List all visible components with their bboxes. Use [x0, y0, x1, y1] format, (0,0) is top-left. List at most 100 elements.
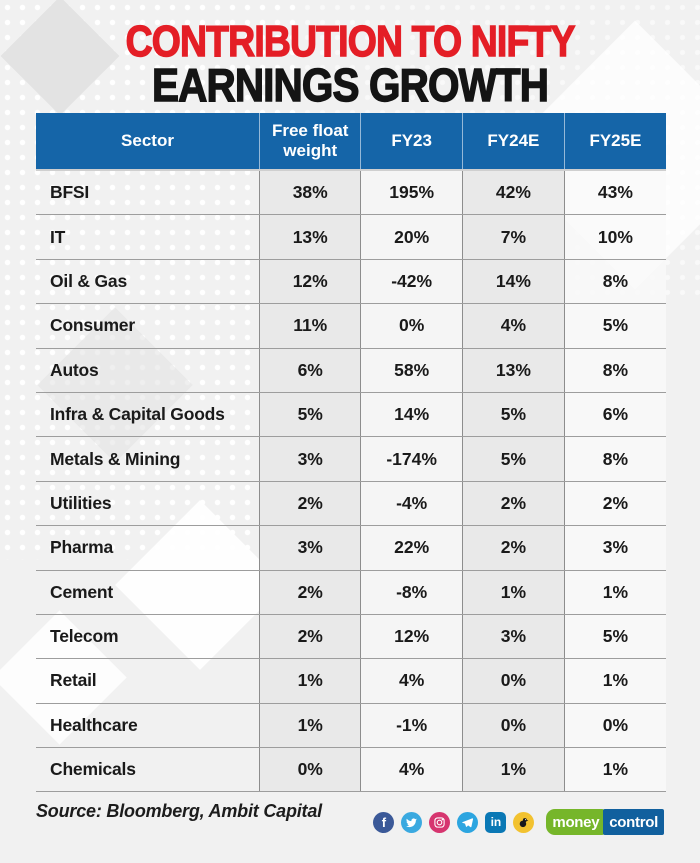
table-row: Consumer 11% 0% 4% 5%	[36, 304, 666, 349]
value-cell: 2%	[259, 481, 361, 526]
sector-cell: Infra & Capital Goods	[50, 404, 225, 425]
instagram-camera-glyph	[434, 816, 446, 828]
value-cell: 5%	[259, 392, 361, 437]
koo-icon[interactable]	[513, 811, 535, 833]
table-row: Healthcare 1% -1% 0% 0%	[36, 703, 666, 749]
value-cell: 0%	[259, 748, 361, 792]
value-cell: 10%	[563, 215, 666, 259]
value-cell: 2%	[259, 570, 361, 614]
table-row: Oil & Gas 12% -42% 14% 8%	[36, 259, 666, 305]
sector-cell: Cement	[50, 581, 113, 602]
value-cell: 5%	[563, 304, 666, 348]
table-row: Metals & Mining 3% -174% 5% 8%	[36, 437, 666, 482]
title-line-1: CONTRIBUTION TO NIFTY	[125, 17, 576, 66]
value-cell: 14%	[360, 392, 462, 437]
value-cell: 6%	[259, 348, 361, 392]
value-cell: 1%	[563, 570, 666, 614]
value-cell: 5%	[461, 437, 564, 481]
telegram-icon[interactable]	[457, 811, 479, 833]
twitter-icon[interactable]	[401, 811, 423, 833]
value-cell: 0%	[563, 703, 666, 748]
value-cell: 2%	[461, 481, 564, 526]
table-row: Cement 2% -8% 1% 1%	[36, 570, 666, 615]
column-header-sector: Sector	[121, 131, 174, 151]
value-cell: 1%	[259, 659, 361, 703]
sector-cell: Consumer	[50, 315, 135, 336]
value-cell: 4%	[360, 659, 462, 703]
sector-cell: BFSI	[50, 182, 90, 203]
sector-cell: Retail	[50, 670, 97, 691]
value-cell: 42%	[461, 171, 564, 215]
value-cell: 1%	[259, 703, 361, 748]
table-row: Telecom 2% 12% 3% 5%	[36, 614, 666, 660]
value-cell: 2%	[461, 526, 564, 570]
sector-cell: Utilities	[50, 492, 112, 513]
value-cell: -8%	[360, 570, 462, 614]
earnings-table: Sector Free float weight FY23 FY24E FY25…	[36, 113, 666, 793]
sector-cell: Telecom	[50, 626, 119, 647]
value-cell: 3%	[259, 437, 361, 481]
value-cell: 12%	[259, 259, 361, 304]
value-cell: 3%	[461, 614, 564, 659]
value-cell: 1%	[461, 570, 564, 614]
value-cell: 38%	[259, 171, 361, 215]
value-cell: 2%	[563, 481, 666, 526]
sector-cell: Metals & Mining	[50, 448, 181, 469]
value-cell: 8%	[563, 348, 666, 392]
value-cell: 14%	[461, 259, 564, 304]
value-cell: 5%	[563, 614, 666, 659]
value-cell: 58%	[360, 348, 462, 392]
value-cell: 0%	[461, 703, 564, 748]
sector-cell: IT	[50, 226, 66, 247]
table-row: IT 13% 20% 7% 10%	[36, 215, 666, 260]
sector-cell: Healthcare	[50, 714, 138, 735]
koo-bird-glyph	[520, 817, 529, 827]
value-cell: 2%	[259, 614, 361, 659]
value-cell: 7%	[461, 215, 564, 259]
value-cell: 12%	[360, 614, 462, 659]
value-cell: 13%	[259, 215, 361, 259]
moneycontrol-logo-money: money	[546, 809, 606, 835]
value-cell: 6%	[563, 392, 666, 437]
value-cell: -1%	[360, 703, 462, 748]
table-row: Pharma 3% 22% 2% 3%	[36, 526, 666, 571]
table-row: Autos 6% 58% 13% 8%	[36, 348, 666, 393]
column-header-free-float-weight: Free float weight	[259, 113, 360, 169]
table-row: Chemicals 0% 4% 1% 1%	[36, 748, 666, 793]
facebook-glyph: f	[381, 814, 387, 830]
social-bar: f in money control	[373, 809, 664, 835]
value-cell: 20%	[360, 215, 462, 259]
table-row: Utilities 2% -4% 2% 2%	[36, 481, 666, 527]
facebook-icon[interactable]: f	[373, 811, 395, 833]
value-cell: 4%	[461, 304, 564, 348]
value-cell: 13%	[461, 348, 564, 392]
value-cell: 43%	[563, 171, 666, 215]
table-row: BFSI 38% 195% 42% 43%	[36, 171, 666, 216]
linkedin-icon[interactable]: in	[485, 811, 507, 833]
value-cell: 1%	[461, 748, 564, 792]
value-cell: 11%	[259, 304, 361, 348]
value-cell: -42%	[360, 259, 462, 304]
column-header-fy23: FY23	[360, 113, 461, 169]
table-header-row: Sector Free float weight FY23 FY24E FY25…	[36, 113, 666, 169]
instagram-icon[interactable]	[429, 811, 451, 833]
value-cell: 8%	[563, 259, 666, 304]
sector-cell: Chemicals	[50, 759, 136, 780]
linkedin-glyph: in	[490, 815, 502, 829]
value-cell: 3%	[563, 526, 666, 570]
sector-cell: Pharma	[50, 537, 113, 558]
value-cell: 4%	[360, 748, 462, 792]
moneycontrol-logo[interactable]: money control	[546, 809, 664, 835]
page-title: CONTRIBUTION TO NIFTY EARNINGS GROWTH	[0, 17, 700, 111]
value-cell: -174%	[360, 437, 462, 481]
column-header-fy25e: FY25E	[563, 113, 666, 169]
title-line-2: EARNINGS GROWTH	[151, 59, 549, 111]
sector-cell: Autos	[50, 359, 99, 380]
value-cell: 22%	[360, 526, 462, 570]
twitter-bird-glyph	[406, 817, 418, 827]
value-cell: 1%	[563, 748, 666, 792]
value-cell: 5%	[461, 392, 564, 437]
value-cell: 1%	[563, 659, 666, 703]
value-cell: 3%	[259, 526, 361, 570]
value-cell: 0%	[461, 659, 564, 703]
